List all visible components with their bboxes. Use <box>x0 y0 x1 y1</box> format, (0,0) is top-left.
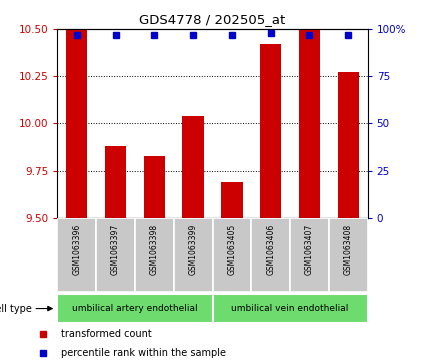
Text: GSM1063405: GSM1063405 <box>227 224 236 275</box>
Bar <box>66 0 88 218</box>
Bar <box>96 218 135 292</box>
Bar <box>299 0 320 218</box>
Bar <box>174 218 212 292</box>
Title: GDS4778 / 202505_at: GDS4778 / 202505_at <box>139 13 286 26</box>
Bar <box>144 155 165 218</box>
Bar <box>212 218 251 292</box>
Bar <box>212 294 368 323</box>
Bar <box>290 218 329 292</box>
Text: GSM1063407: GSM1063407 <box>305 224 314 275</box>
Bar <box>221 182 243 218</box>
Text: GSM1063399: GSM1063399 <box>189 224 198 275</box>
Bar <box>57 294 212 323</box>
Bar <box>57 218 96 292</box>
Bar <box>260 44 281 218</box>
Bar <box>329 218 368 292</box>
Text: umbilical artery endothelial: umbilical artery endothelial <box>72 304 198 313</box>
Bar <box>105 146 126 218</box>
Text: umbilical vein endothelial: umbilical vein endothelial <box>231 304 349 313</box>
Text: GSM1063406: GSM1063406 <box>266 224 275 275</box>
Text: percentile rank within the sample: percentile rank within the sample <box>61 348 226 359</box>
Text: GSM1063397: GSM1063397 <box>111 224 120 275</box>
Bar <box>135 218 174 292</box>
Bar <box>251 218 290 292</box>
Text: GSM1063398: GSM1063398 <box>150 224 159 275</box>
Text: transformed count: transformed count <box>61 329 152 339</box>
Text: GSM1063396: GSM1063396 <box>72 224 81 275</box>
Text: GSM1063408: GSM1063408 <box>344 224 353 275</box>
Text: cell type: cell type <box>0 303 31 314</box>
Bar <box>182 116 204 218</box>
Bar <box>337 73 359 218</box>
